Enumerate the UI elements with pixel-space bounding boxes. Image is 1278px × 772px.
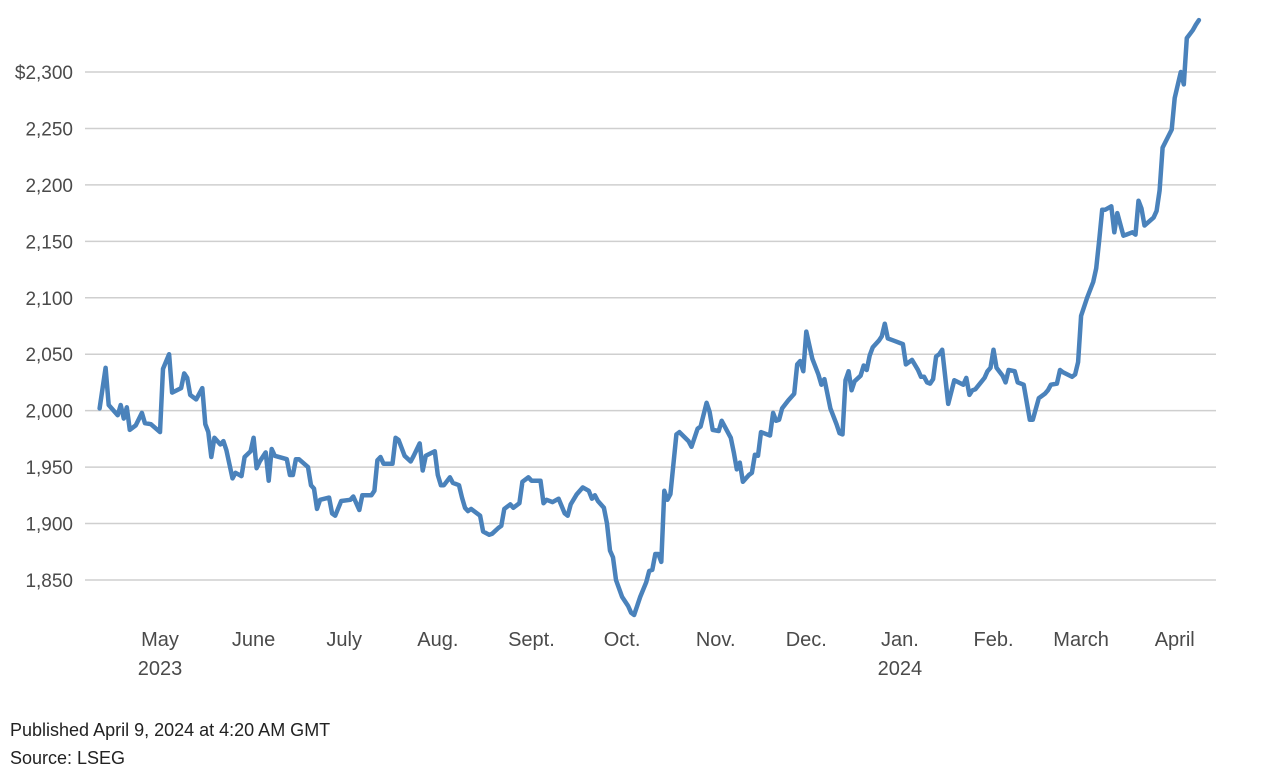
x-tick-label: Oct. — [604, 629, 641, 651]
x-tick-label: Feb. — [974, 629, 1014, 651]
x-tick-label: May — [141, 629, 179, 651]
y-tick-label: 2,100 — [25, 289, 73, 310]
x-tick-label: March — [1053, 629, 1109, 651]
y-tick-label: 2,000 — [25, 402, 73, 423]
y-tick-label: $2,300 — [15, 63, 73, 84]
y-tick-label: 1,850 — [25, 571, 73, 592]
y-tick-label: 2,250 — [25, 119, 73, 140]
y-tick-label: 2,150 — [25, 232, 73, 253]
x-tick-label: Jan. — [881, 629, 919, 651]
y-tick-label: 2,050 — [25, 345, 73, 366]
x-tick-label: Aug. — [417, 629, 458, 651]
price-data-points — [99, 20, 1199, 616]
y-tick-label: 1,950 — [25, 458, 73, 479]
x-tick-label: Dec. — [786, 629, 827, 651]
y-tick-label: 2,200 — [25, 176, 73, 197]
x-tick-label: July — [326, 629, 362, 651]
source-note: Source: LSEG — [10, 748, 126, 768]
gridlines — [85, 71, 1216, 581]
x-tick-year-label: 2024 — [878, 658, 923, 680]
published-timestamp: Published April 9, 2024 at 4:20 AM GMT — [10, 720, 331, 740]
gold-price-line-chart: $2,300 2,250 2,200 2,150 2,100 2,050 2,000 1,95… — [15, 17, 1216, 680]
x-axis-tick-labels: May 2023 June July Aug. Sept. Oct. Nov. Dec. Jan.… — [138, 629, 1195, 680]
x-tick-label: Nov. — [696, 629, 736, 651]
price-series-line — [97, 17, 1202, 618]
x-tick-year-label: 2023 — [138, 658, 183, 680]
x-tick-label: Sept. — [508, 629, 555, 651]
y-axis-tick-labels: $2,300 2,250 2,200 2,150 2,100 2,050 2,000 1,95… — [15, 63, 73, 592]
x-tick-label: June — [232, 629, 275, 651]
y-tick-label: 1,900 — [25, 515, 73, 536]
x-tick-label: April — [1155, 629, 1195, 651]
